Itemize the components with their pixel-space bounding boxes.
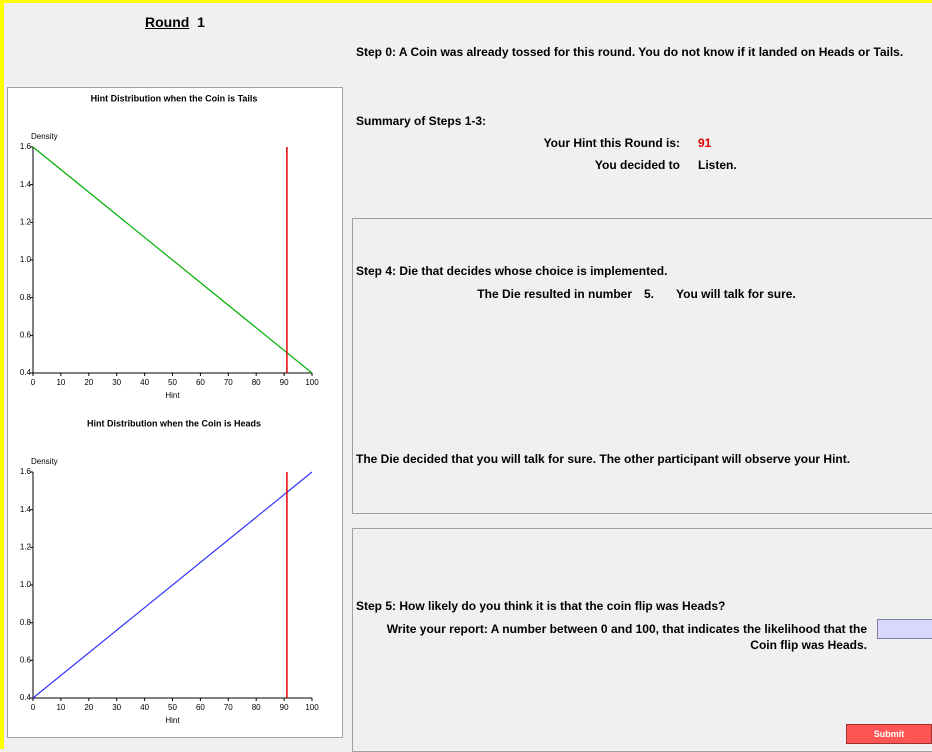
- die-result: You will talk for sure.: [676, 287, 796, 301]
- y-tick-label: 1.0: [20, 255, 32, 264]
- y-tick-label: 1.6: [20, 142, 32, 151]
- y-tick-label: 0.6: [20, 655, 32, 664]
- y-tick-label: 0.8: [20, 293, 32, 302]
- step5-box: [352, 528, 932, 752]
- summary-title: Summary of Steps 1-3:: [356, 114, 487, 128]
- die-label: The Die resulted in number: [477, 287, 632, 301]
- panel-background: [7, 87, 343, 738]
- x-axis-label: Hint: [165, 391, 180, 400]
- y-tick-label: 1.0: [20, 580, 32, 589]
- decision: Listen.: [698, 158, 737, 172]
- x-tick-label: 30: [112, 703, 121, 712]
- x-tick-label: 40: [140, 703, 149, 712]
- x-tick-label: 60: [196, 703, 205, 712]
- submit-button[interactable]: Submit: [846, 724, 932, 744]
- y-tick-label: 0.4: [20, 693, 32, 702]
- y-tick-label: 1.2: [20, 217, 32, 226]
- x-tick-label: 50: [168, 378, 177, 387]
- step5-question: Step 5: How likely do you think it is th…: [356, 599, 726, 613]
- x-tick-label: 70: [224, 703, 233, 712]
- density-line: [32, 146, 313, 374]
- report-prompt: Write your report: A number between 0 an…: [386, 622, 867, 652]
- x-tick-label: 50: [168, 703, 177, 712]
- frame-border: [0, 0, 4, 749]
- x-tick-label: 0: [31, 378, 36, 387]
- step4-title: Step 4: Die that decides whose choice is…: [356, 264, 668, 278]
- hint-value: 91: [698, 136, 712, 150]
- y-tick-label: 0.6: [20, 330, 32, 339]
- round-label: Round: [145, 14, 190, 30]
- y-axis-label: Density: [31, 132, 58, 141]
- x-tick-label: 80: [252, 703, 261, 712]
- y-tick-label: 0.8: [20, 618, 32, 627]
- hint-label: Your Hint this Round is:: [543, 136, 680, 150]
- x-tick-label: 10: [56, 703, 65, 712]
- x-tick-label: 100: [305, 703, 319, 712]
- step4-conclusion: The Die decided that you will talk for s…: [356, 452, 851, 466]
- frame-border: [0, 0, 932, 3]
- x-tick-label: 90: [280, 378, 289, 387]
- y-tick-label: 1.4: [20, 505, 32, 514]
- y-tick-label: 1.6: [20, 467, 32, 476]
- x-tick-label: 60: [196, 378, 205, 387]
- x-tick-label: 90: [280, 703, 289, 712]
- density-line: [32, 471, 313, 699]
- x-tick-label: 40: [140, 378, 149, 387]
- x-tick-label: 80: [252, 378, 261, 387]
- die-value: 5.: [644, 287, 655, 301]
- decision-label: You decided to: [594, 158, 680, 172]
- x-tick-label: 20: [84, 703, 93, 712]
- x-tick-label: 10: [56, 378, 65, 387]
- round-heading: Round 1: [145, 14, 205, 30]
- chart-title: Hint Distribution when the Coin is Tails: [91, 93, 258, 103]
- y-tick-label: 1.4: [20, 180, 32, 189]
- y-tick-label: 1.2: [20, 542, 32, 551]
- charts-panel: Hint Distribution when the Coin is Tails…: [7, 87, 343, 738]
- x-tick-label: 70: [224, 378, 233, 387]
- step4-box: [352, 218, 932, 514]
- x-tick-label: 100: [305, 378, 319, 387]
- round-number: 1: [197, 14, 205, 30]
- report-input[interactable]: [877, 619, 932, 639]
- x-axis-label: Hint: [165, 716, 180, 725]
- step0-text: Step 0: A Coin was already tossed for th…: [356, 45, 904, 59]
- y-axis-label: Density: [31, 457, 58, 466]
- y-tick-label: 0.4: [20, 368, 32, 377]
- x-tick-label: 0: [31, 703, 36, 712]
- x-tick-label: 20: [84, 378, 93, 387]
- chart-title: Hint Distribution when the Coin is Heads: [87, 418, 261, 428]
- x-tick-label: 30: [112, 378, 121, 387]
